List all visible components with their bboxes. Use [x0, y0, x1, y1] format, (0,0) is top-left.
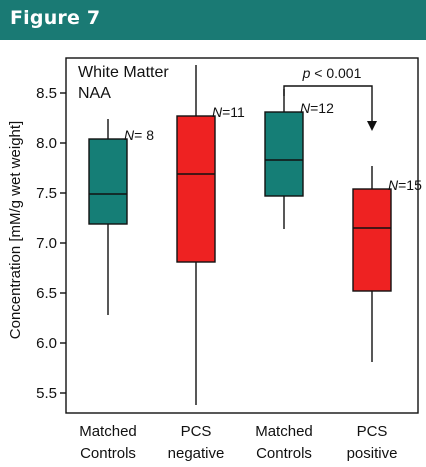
n-label: N= 8: [124, 127, 154, 143]
n-label-value: =15: [398, 177, 422, 193]
y-tick-label: 8.5: [36, 85, 57, 102]
y-tick-label: 6.5: [36, 285, 57, 302]
significance-arrowhead: [367, 121, 377, 131]
n-label-value: =12: [310, 100, 334, 116]
n-label-value: = 8: [134, 127, 154, 143]
n-label: N=11: [212, 104, 245, 120]
y-tick-label: 5.5: [36, 385, 57, 402]
x-category-label-line1: Matched: [79, 423, 137, 440]
n-label: N=15: [388, 177, 422, 193]
x-category-label-line1: Matched: [255, 423, 313, 440]
x-category-label-line2: negative: [168, 445, 225, 462]
n-labels-group: N= 8N=11 N=12N=15: [124, 100, 422, 193]
box-iqr: [352, 188, 392, 292]
significance-annotation: p < 0.001: [283, 65, 377, 131]
n-label-symbol: N: [388, 177, 399, 193]
box-iqr: [264, 111, 304, 197]
figure-title: Figure 7: [10, 7, 101, 29]
x-category-label-line2: Controls: [80, 445, 136, 462]
box-plot-chart: 5.56.06.57.07.58.08.5 N= 8N=11 N=12N=15 p…: [7, 57, 422, 462]
significance-label: p < 0.001: [302, 65, 362, 81]
n-label-symbol: N: [124, 127, 135, 143]
y-tick-label: 8.0: [36, 135, 57, 152]
y-axis-label: Concentration [mM/g wet weight]: [7, 121, 24, 339]
y-tick-label: 7.0: [36, 235, 57, 252]
n-label-symbol: N: [300, 100, 311, 116]
n-label-symbol: N: [212, 104, 223, 120]
y-tick-label: 7.5: [36, 185, 57, 202]
n-label: N=12: [300, 100, 334, 116]
figure-header: Figure 7: [0, 0, 426, 40]
y-axis: 5.5 6.0 6.5 7.0 7.5 8.0 8.5: [36, 85, 66, 402]
box-iqr: [88, 138, 128, 225]
significance-bracket: [283, 85, 373, 123]
x-category-label-line2: Controls: [256, 445, 312, 462]
n-label-value: =11: [222, 104, 245, 120]
x-category-label-line1: PCS: [357, 423, 388, 440]
y-tick-label: 6.0: [36, 335, 57, 352]
boxes-group: [88, 65, 392, 405]
plot-area: 5.56.06.57.07.58.08.5 N= 8N=11 N=12N=15 p…: [36, 57, 422, 414]
x-category-label-line2: positive: [347, 445, 398, 462]
box-iqr: [176, 115, 216, 263]
x-category-label-line1: PCS: [181, 423, 212, 440]
x-axis-labels: Matched Controls PCS negative Matched Control…: [79, 423, 397, 462]
annotation-title: White Matter: [78, 64, 169, 81]
plot-frame: [65, 57, 419, 414]
annotation-subtitle: NAA: [78, 85, 111, 102]
